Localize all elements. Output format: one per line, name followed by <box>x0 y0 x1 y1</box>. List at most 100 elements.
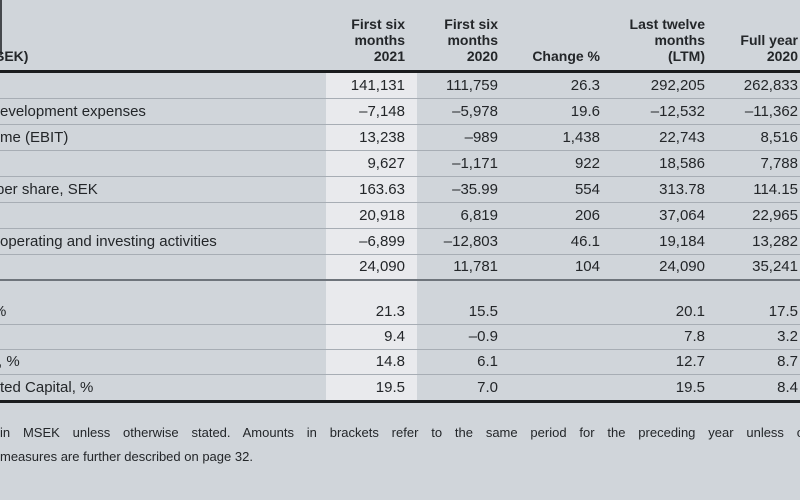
row-label: per share, SEK <box>0 181 98 198</box>
cell-full-year-2020: 7,788 <box>760 155 798 172</box>
cell-change-pct <box>500 396 600 400</box>
table-row: 141,131 111,759 26.3 292,205 262,833 <box>0 73 800 99</box>
highlight-column-band <box>326 73 417 403</box>
table-row: 24,090 11,781 104 24,090 35,241 <box>0 255 800 281</box>
cell-change-pct <box>500 320 600 324</box>
cell-ltm: 20.1 <box>675 303 705 320</box>
header-line: Change % <box>532 48 600 64</box>
cell-change-pct: 26.3 <box>570 77 600 94</box>
header-line: 2020 <box>766 48 798 64</box>
cell-full-year-2020: 114.15 <box>753 181 798 198</box>
cell-first-six-2021: 13,238 <box>359 129 405 146</box>
cell-first-six-2020: –12,803 <box>443 233 498 250</box>
header-line: 2020 <box>466 48 498 64</box>
cell-ltm: –12,532 <box>650 103 705 120</box>
footnote-line-2: measures are further described on page 3… <box>0 449 253 464</box>
table-row: me (EBIT) 13,238 –989 1,438 22,743 8,516 <box>0 125 800 151</box>
cell-full-year-2020: 8.4 <box>777 379 798 396</box>
ratio-row: % 9.4 –0.9 7.8 3.2 <box>0 325 800 350</box>
cell-ltm: 12.7 <box>675 353 705 370</box>
header-line: Last twelve <box>629 16 705 32</box>
cell-first-six-2021: 14.8 <box>375 353 405 370</box>
cell-first-six-2020: –0.9 <box>468 328 498 345</box>
col-header-full-year-2020: Full year 2020 <box>706 32 800 70</box>
cell-first-six-2020: 15.5 <box>468 303 498 320</box>
row-label <box>0 172 326 176</box>
cell-first-six-2021: –7,148 <box>359 103 405 120</box>
cell-first-six-2021: 9.4 <box>384 328 405 345</box>
row-label: % <box>0 328 326 349</box>
header-line: First six <box>351 16 405 32</box>
cell-ltm: 37,064 <box>659 207 705 224</box>
report-page: SEK) First six months 2021 First six mon… <box>0 0 800 464</box>
cell-first-six-2021: 24,090 <box>359 258 405 275</box>
cell-change-pct: 19.6 <box>570 103 600 120</box>
cell-full-year-2020: 3.2 <box>777 328 798 345</box>
cell-full-year-2020: –11,362 <box>744 103 798 120</box>
cell-first-six-2021: 9,627 <box>367 155 405 172</box>
cell-ltm: 292,205 <box>650 77 705 94</box>
row-label <box>0 94 326 98</box>
cell-change-pct: 206 <box>574 207 600 224</box>
cell-full-year-2020: 17.5 <box>768 303 798 320</box>
cell-first-six-2021: 20,918 <box>359 207 405 224</box>
cell-change-pct: 1,438 <box>562 129 600 146</box>
cell-ltm: 22,743 <box>659 129 705 146</box>
row-label: % <box>0 303 326 324</box>
row-label <box>0 224 326 228</box>
ratio-row: ted Capital, % 19.5 7.0 19.5 8.4 <box>0 375 800 400</box>
cell-first-six-2021: –6,899 <box>359 233 405 250</box>
cell-change-pct: 922 <box>574 155 600 172</box>
header-line: 2021 <box>373 48 405 64</box>
cell-ltm: 7.8 <box>684 328 705 345</box>
cell-first-six-2020: 7.0 <box>477 379 498 396</box>
table-row: 9,627 –1,171 922 18,586 7,788 <box>0 151 800 177</box>
table-bottom-rule <box>0 400 800 403</box>
cell-first-six-2021: 141,131 <box>350 77 405 94</box>
cell-change-pct: 104 <box>574 258 600 275</box>
cell-first-six-2021: 21.3 <box>375 303 405 320</box>
cell-ltm: 19.5 <box>675 379 705 396</box>
cell-first-six-2020: 11,781 <box>453 258 498 275</box>
cell-change-pct <box>500 345 600 349</box>
cell-first-six-2020: –1,171 <box>452 155 498 172</box>
table-row: evelopment expenses –7,148 –5,978 19.6 –… <box>0 99 800 125</box>
cell-ltm: 24,090 <box>659 258 705 275</box>
header-line: Full year <box>740 32 798 48</box>
col-header-first-six-2021: First six months 2021 <box>326 16 417 70</box>
header-line: (LTM) <box>667 48 705 64</box>
unit-label: SEK) <box>0 48 29 64</box>
cell-full-year-2020: 262,833 <box>743 77 798 94</box>
cell-first-six-2020: 6.1 <box>477 353 498 370</box>
table-row: 20,918 6,819 206 37,064 22,965 <box>0 203 800 229</box>
cell-first-six-2020: –35.99 <box>452 181 498 198</box>
row-label: me (EBIT) <box>0 129 69 146</box>
cell-first-six-2020: –989 <box>464 129 498 146</box>
footnote: in MSEK unless otherwise stated. Amounts… <box>0 425 800 464</box>
cell-change-pct: 46.1 <box>570 233 600 250</box>
cut-off-glyph-sliver <box>0 0 2 55</box>
cell-ltm: 19,184 <box>659 233 705 250</box>
header-line: months <box>654 32 705 48</box>
cell-change-pct <box>500 370 600 374</box>
cell-ltm: 313.78 <box>659 181 705 198</box>
cell-full-year-2020: 13,282 <box>752 233 798 250</box>
header-line: First six <box>444 16 498 32</box>
ratio-row: % 21.3 15.5 20.1 17.5 <box>0 300 800 325</box>
row-label: evelopment expenses <box>0 103 146 120</box>
table-row: operating and investing activities –6,89… <box>0 229 800 255</box>
table-header-row: SEK) First six months 2021 First six mon… <box>0 0 800 73</box>
cell-full-year-2020: 8.7 <box>777 353 798 370</box>
key-figures-table: SEK) First six months 2021 First six mon… <box>0 0 800 403</box>
table-row: per share, SEK 163.63 –35.99 554 313.78 … <box>0 177 800 203</box>
cell-full-year-2020: 8,516 <box>760 129 798 146</box>
col-header-first-six-2020: First six months 2020 <box>417 16 500 70</box>
section-gap <box>0 281 800 300</box>
ratio-row: , % 14.8 6.1 12.7 8.7 <box>0 350 800 375</box>
cell-first-six-2020: 111,759 <box>446 77 498 94</box>
cell-first-six-2021: 163.63 <box>359 181 405 198</box>
col-header-change-pct: Change % <box>500 48 600 70</box>
cell-change-pct: 554 <box>574 181 600 198</box>
row-label <box>0 275 326 279</box>
cell-full-year-2020: 35,241 <box>752 258 798 275</box>
